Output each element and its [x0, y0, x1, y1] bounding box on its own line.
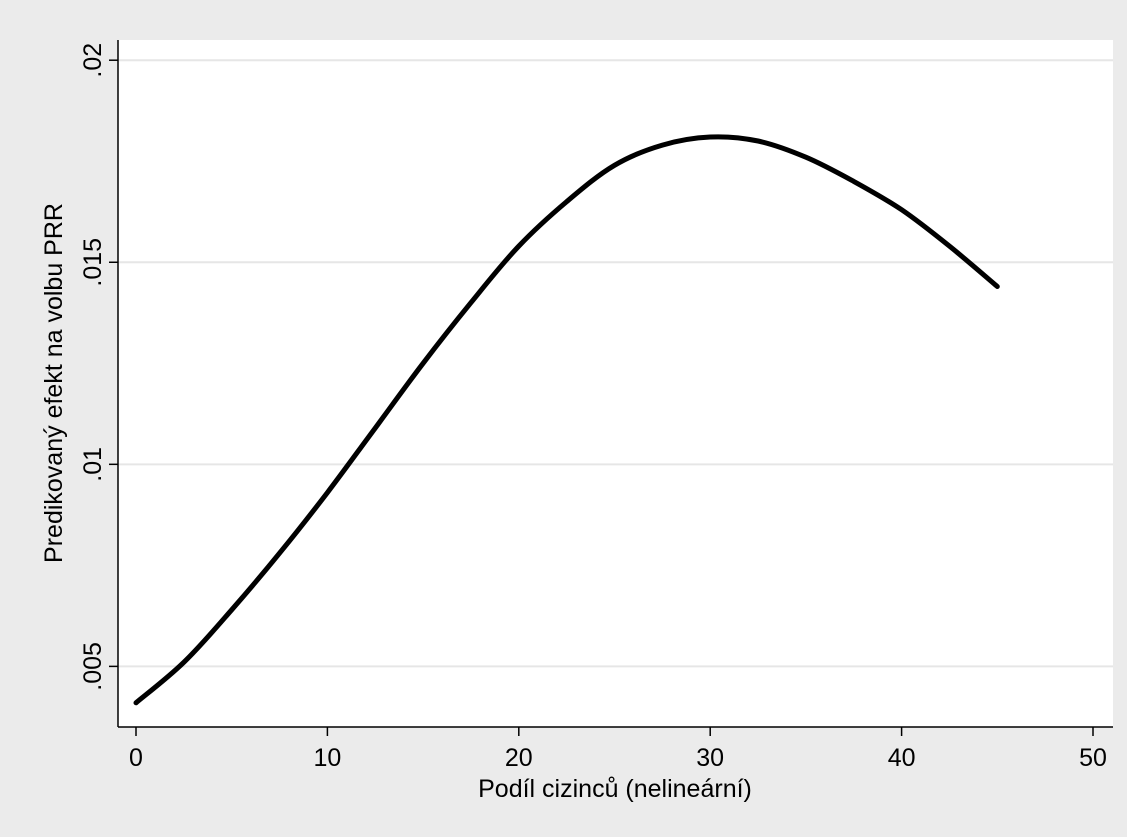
x-axis-label: Podíl cizinců (nelineární) [478, 775, 752, 803]
y-tick-label: .01 [79, 447, 107, 482]
x-tick-label: 40 [888, 744, 916, 772]
y-tick-label: .015 [79, 238, 107, 287]
x-tick-label: 20 [505, 744, 533, 772]
axes: .005 .01 .015 .02 0 10 20 30 40 50 [79, 40, 1113, 772]
x-tick-label: 0 [129, 744, 143, 772]
y-tick-label: .02 [79, 43, 107, 78]
y-tick-label: .005 [79, 642, 107, 691]
x-tick-label: 30 [696, 744, 724, 772]
gridlines [118, 59, 1113, 668]
x-tick-label: 50 [1079, 744, 1107, 772]
y-axis-label: Predikovaný efekt na volbu PRR [40, 203, 68, 563]
series-layer [133, 134, 1000, 706]
plot-area [118, 40, 1113, 727]
series-line [133, 134, 1000, 706]
x-tick-label: 10 [313, 744, 341, 772]
